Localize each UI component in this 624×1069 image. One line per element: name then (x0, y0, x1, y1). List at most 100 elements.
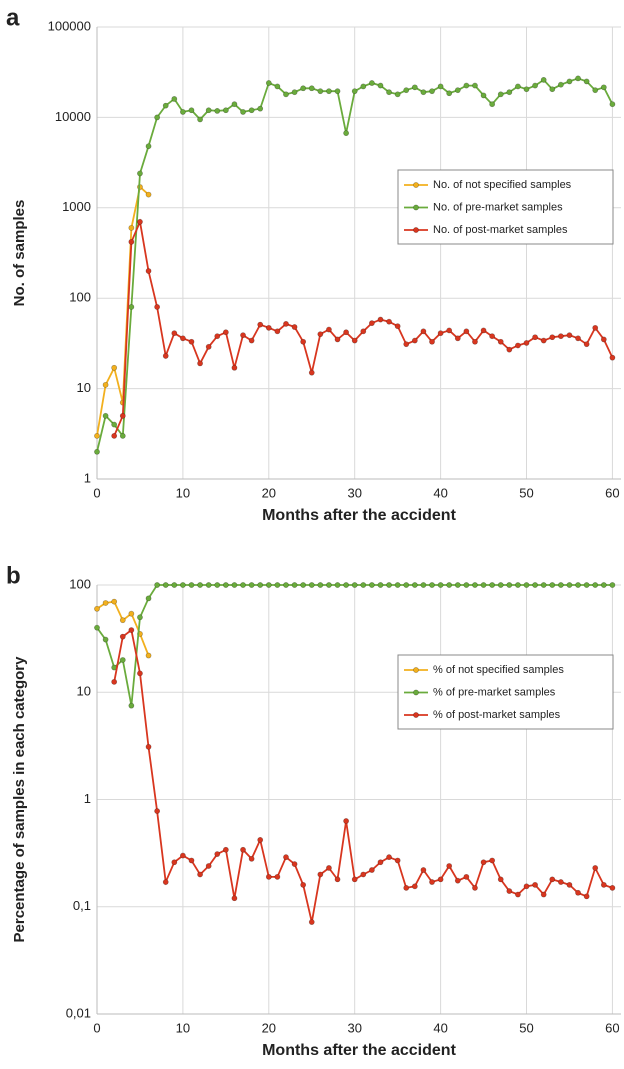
data-point (265, 873, 272, 880)
data-point (111, 678, 118, 685)
x-tick-label: 20 (262, 1020, 276, 1035)
data-point (386, 582, 392, 588)
x-tick-label: 60 (605, 1020, 619, 1035)
data-point (180, 852, 186, 859)
data-point (154, 582, 161, 588)
data-point (454, 335, 461, 342)
data-point (600, 582, 607, 588)
data-point (429, 88, 435, 95)
data-point (317, 871, 324, 878)
data-point (575, 889, 581, 896)
data-point (240, 109, 246, 115)
data-point (257, 321, 264, 328)
data-point (274, 873, 281, 880)
data-point (446, 582, 453, 588)
data-point (205, 107, 212, 114)
data-point (334, 582, 341, 588)
x-tick-label: 0 (93, 485, 100, 500)
data-point (515, 342, 521, 349)
data-point (420, 867, 427, 873)
data-point (222, 846, 229, 853)
data-point (231, 582, 238, 588)
legend-label: No. of post-market samples (433, 224, 568, 236)
data-point (154, 808, 161, 814)
x-tick-label: 60 (605, 485, 619, 500)
data-point (592, 324, 599, 331)
data-point (343, 818, 350, 824)
data-point (308, 582, 315, 588)
data-point (145, 652, 152, 659)
y-tick-label: 1000 (62, 199, 91, 214)
y-axis-title: No. of samples (11, 200, 28, 307)
data-point (326, 88, 332, 95)
data-point (162, 352, 169, 359)
data-point (600, 336, 607, 343)
data-point (497, 91, 504, 98)
data-point (420, 328, 427, 335)
data-point (137, 170, 143, 177)
data-point (592, 865, 599, 871)
x-tick-label: 10 (176, 485, 190, 500)
data-point (506, 346, 513, 353)
data-point (102, 412, 109, 419)
legend-swatch (413, 204, 419, 211)
data-point (128, 627, 135, 633)
data-point (446, 863, 453, 869)
data-point (480, 327, 487, 334)
x-tick-label: 40 (433, 485, 447, 500)
data-point (283, 582, 289, 588)
data-point (128, 610, 135, 617)
data-point (162, 879, 169, 885)
data-point (446, 327, 453, 334)
y-tick-label: 10 (77, 380, 91, 395)
data-point (334, 876, 341, 883)
data-point (420, 582, 427, 588)
data-point (472, 82, 478, 89)
y-axis-title: Percentage of samples in each category (11, 656, 28, 943)
data-point (472, 884, 478, 891)
data-point (257, 582, 264, 588)
data-point (257, 105, 264, 112)
data-point (515, 83, 521, 90)
data-point (368, 320, 375, 327)
data-point (94, 605, 100, 612)
data-point (575, 75, 581, 82)
data-point (248, 855, 255, 862)
data-point (480, 859, 487, 866)
data-point (128, 702, 135, 709)
panel-label: a (6, 4, 20, 31)
data-point (94, 448, 100, 455)
data-point (351, 876, 358, 883)
y-tick-label: 10 (77, 684, 91, 699)
data-point (231, 101, 238, 108)
data-point (145, 595, 152, 602)
data-point (506, 888, 513, 894)
panel-label: b (6, 562, 21, 589)
data-point (394, 323, 401, 330)
data-point (205, 863, 212, 869)
data-point (171, 859, 178, 866)
data-point (463, 873, 470, 880)
data-point (557, 81, 564, 88)
data-point (308, 919, 315, 925)
data-point (463, 328, 470, 335)
data-point (557, 333, 564, 340)
data-point (480, 92, 487, 99)
data-point (222, 582, 229, 588)
data-point (291, 582, 298, 588)
data-point (197, 582, 203, 588)
data-point (454, 877, 461, 884)
x-tick-label: 50 (519, 485, 533, 500)
data-point (506, 89, 513, 96)
data-point (497, 876, 504, 883)
data-point (231, 364, 238, 371)
data-point (429, 879, 435, 885)
data-point (240, 332, 246, 339)
data-point (351, 337, 358, 344)
data-point (94, 432, 100, 439)
data-point (557, 879, 564, 885)
data-point (214, 851, 221, 857)
data-point (411, 582, 418, 588)
y-tick-label: 1 (84, 791, 91, 806)
data-point (540, 891, 547, 898)
